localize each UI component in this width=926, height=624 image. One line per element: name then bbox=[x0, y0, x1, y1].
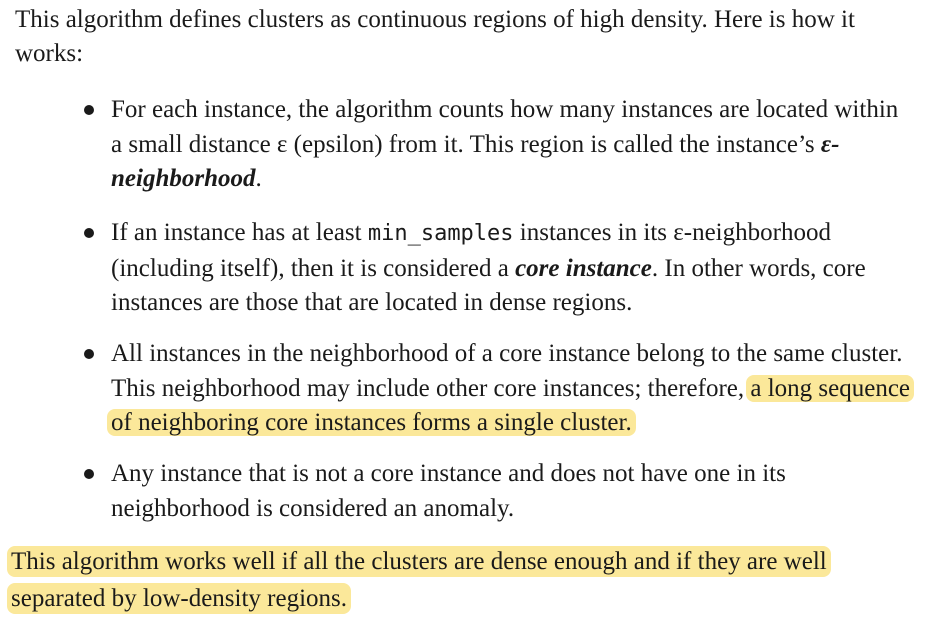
highlighted-text: This algorithm works well if all the clu… bbox=[7, 546, 831, 614]
term-core-instance: core instance bbox=[515, 254, 652, 282]
list-item: Any instance that is not a core instance… bbox=[84, 457, 911, 526]
bullet-text: If an instance has at least bbox=[111, 219, 368, 246]
bullet-dot-icon bbox=[84, 105, 94, 115]
bullet-text: . bbox=[255, 165, 262, 192]
bullet-text: For each instance, the algorithm counts … bbox=[111, 96, 899, 158]
bullet-dot-icon bbox=[84, 349, 94, 359]
bullet-text: Any instance that is not a core instance… bbox=[111, 460, 786, 522]
list-item: All instances in the neighborhood of a c… bbox=[84, 337, 915, 441]
bullet-text: All instances in the neighborhood of a c… bbox=[111, 340, 903, 402]
closing-paragraph: This algorithm works well if all the clu… bbox=[7, 543, 911, 617]
term-epsilon-neighborhood: ε-neighborhood bbox=[111, 130, 840, 193]
bullet-dot-icon bbox=[84, 469, 94, 479]
intro-paragraph: This algorithm defines clusters as conti… bbox=[15, 6, 855, 67]
code-min-samples: min_samples bbox=[367, 221, 514, 246]
bullet-dot-icon bbox=[84, 228, 94, 238]
list-item: For each instance, the algorithm counts … bbox=[84, 93, 911, 197]
bullet-text: instances in its ε-neighborhood (includi… bbox=[111, 219, 831, 282]
list-item: If an instance has at least min_samples … bbox=[84, 216, 911, 321]
bullet-text: . In other words, core instances are tho… bbox=[111, 254, 866, 317]
